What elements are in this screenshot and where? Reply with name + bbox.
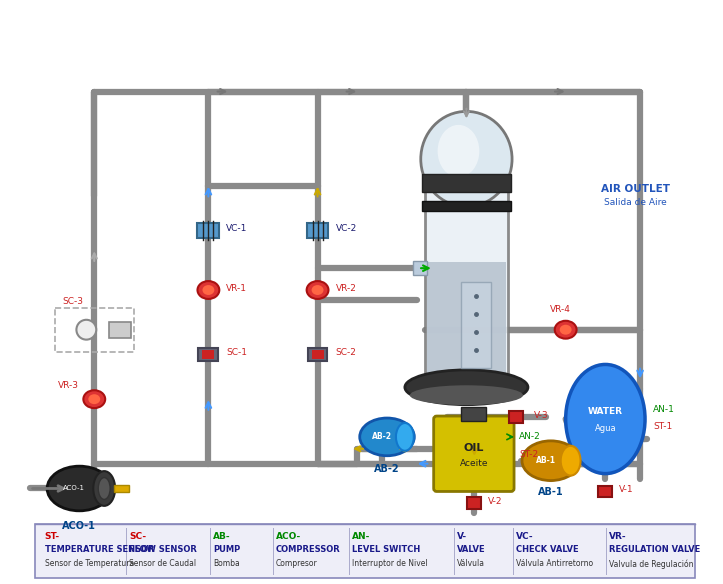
Text: Valvula de Regulación: Valvula de Regulación — [609, 559, 694, 569]
Text: ACO-1: ACO-1 — [64, 485, 85, 492]
Text: VR-: VR- — [609, 531, 627, 541]
Bar — [413, 261, 427, 275]
Bar — [199, 347, 218, 361]
Text: AB-2: AB-2 — [375, 464, 400, 474]
Bar — [54, 308, 134, 352]
Text: SC-: SC- — [129, 531, 146, 541]
Text: REGULATION VALVE: REGULATION VALVE — [609, 544, 701, 554]
Bar — [312, 350, 323, 360]
Ellipse shape — [396, 423, 414, 451]
Ellipse shape — [560, 325, 572, 335]
Text: Interruptor de Nivel: Interruptor de Nivel — [352, 559, 428, 568]
Text: ACO-: ACO- — [276, 531, 301, 541]
Bar — [461, 407, 487, 421]
Text: AN-1: AN-1 — [653, 405, 675, 413]
Text: V-: V- — [456, 531, 466, 541]
Ellipse shape — [437, 125, 479, 178]
Text: WATER: WATER — [588, 406, 623, 416]
Ellipse shape — [47, 466, 111, 511]
Text: VR-3: VR-3 — [59, 381, 80, 390]
Bar — [307, 223, 328, 238]
Ellipse shape — [312, 285, 323, 295]
Bar — [197, 223, 219, 238]
FancyBboxPatch shape — [434, 416, 514, 492]
Bar — [307, 347, 328, 361]
Bar — [422, 174, 511, 192]
Text: V-1: V-1 — [619, 485, 634, 494]
Ellipse shape — [88, 394, 100, 404]
Text: Válvula: Válvula — [456, 559, 484, 568]
Ellipse shape — [565, 364, 645, 474]
Text: PUMP: PUMP — [213, 544, 241, 554]
Ellipse shape — [202, 285, 214, 295]
Ellipse shape — [307, 281, 328, 299]
Bar — [35, 524, 695, 578]
Text: LEVEL SWITCH: LEVEL SWITCH — [352, 544, 421, 554]
Bar — [467, 498, 482, 509]
Text: Agua: Agua — [594, 425, 616, 433]
Ellipse shape — [77, 320, 96, 340]
Text: VR-2: VR-2 — [335, 283, 356, 293]
Ellipse shape — [197, 281, 219, 299]
Bar — [422, 201, 511, 211]
Text: VC-: VC- — [516, 531, 534, 541]
Text: VC-2: VC-2 — [335, 224, 356, 233]
Ellipse shape — [360, 418, 414, 456]
Text: AB-1: AB-1 — [536, 456, 556, 465]
Bar — [509, 411, 523, 423]
Bar — [599, 485, 612, 498]
Bar — [114, 485, 129, 492]
Ellipse shape — [561, 446, 581, 475]
Ellipse shape — [421, 112, 512, 207]
Text: AIR OUTLET: AIR OUTLET — [601, 184, 669, 194]
Ellipse shape — [98, 478, 110, 499]
Bar — [109, 322, 131, 338]
Text: AB-2: AB-2 — [372, 432, 392, 442]
Text: AB-: AB- — [213, 531, 231, 541]
Bar — [427, 262, 506, 387]
Text: V-3: V-3 — [534, 411, 549, 419]
Text: VALVE: VALVE — [456, 544, 485, 554]
Text: VR-1: VR-1 — [226, 283, 247, 293]
Ellipse shape — [410, 385, 523, 405]
Text: ACO-1: ACO-1 — [62, 521, 96, 531]
Text: Sensor de Caudal: Sensor de Caudal — [129, 559, 196, 568]
Text: VC-1: VC-1 — [226, 224, 248, 233]
Text: FLOW SENSOR: FLOW SENSOR — [129, 544, 197, 554]
Text: TEMPERATURE SENSOR: TEMPERATURE SENSOR — [45, 544, 154, 554]
Text: V-2: V-2 — [488, 497, 502, 506]
Text: Válvula Antirretorno: Válvula Antirretorno — [516, 559, 593, 568]
Ellipse shape — [83, 390, 105, 408]
Ellipse shape — [555, 321, 576, 339]
Text: ST-1: ST-1 — [653, 422, 672, 432]
Text: AN-2: AN-2 — [519, 432, 541, 442]
Text: COMPRESSOR: COMPRESSOR — [276, 544, 341, 554]
Text: Salida de Aire: Salida de Aire — [604, 198, 667, 207]
Text: Sensor de Temperatura: Sensor de Temperatura — [45, 559, 134, 568]
Ellipse shape — [405, 370, 528, 405]
Text: ST-2: ST-2 — [519, 450, 538, 459]
Bar — [202, 350, 214, 360]
Text: VR-4: VR-4 — [550, 305, 571, 314]
Text: Aceite: Aceite — [460, 459, 488, 468]
Text: AN-: AN- — [352, 531, 371, 541]
Text: Compresor: Compresor — [276, 559, 317, 568]
Ellipse shape — [93, 471, 115, 506]
Text: ST-: ST- — [45, 531, 60, 541]
Ellipse shape — [522, 441, 580, 481]
Text: SC-2: SC-2 — [335, 348, 356, 357]
Text: AB-1: AB-1 — [538, 488, 564, 498]
Bar — [461, 281, 491, 369]
Text: Bomba: Bomba — [213, 559, 240, 568]
Text: SC-3: SC-3 — [62, 297, 84, 307]
Text: OIL: OIL — [463, 443, 484, 453]
Bar — [424, 159, 508, 387]
Text: CHECK VALVE: CHECK VALVE — [516, 544, 578, 554]
Text: SC-1: SC-1 — [226, 348, 247, 357]
